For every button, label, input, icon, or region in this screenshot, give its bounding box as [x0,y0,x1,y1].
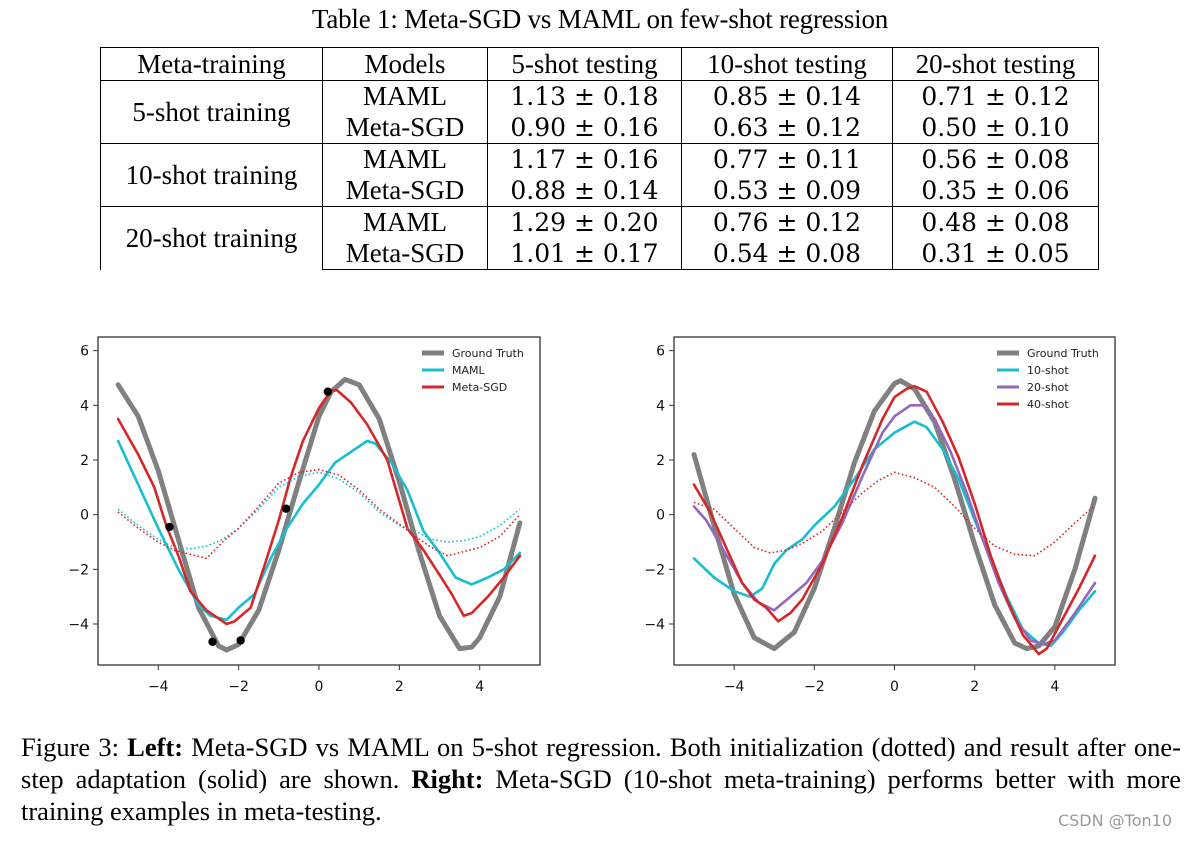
sample-point [236,636,245,645]
value-cell-best: 0.90 ± 0.16 [487,112,682,144]
value-cell-best: 1.01 ± 0.17 [487,238,682,270]
legend-label-ground-truth: Ground Truth [1027,347,1099,360]
value-cell-best: 0.35 ± 0.06 [892,175,1099,207]
value-cell-best: 0.88 ± 0.14 [487,175,682,207]
y-tick-label: −2 [68,562,89,578]
right-chart: −4 −2 0 2 4 6 −4 −2 0 2 4 Ground Truth 10-shot 20-sho… [644,336,1116,695]
model-cell: Meta-SGD [322,175,488,207]
group-label: 20-shot training [100,206,323,270]
x-tick-label: 2 [970,679,979,695]
left-chart: −4 −2 0 2 4 6 −4 −2 0 2 4 Ground Truth MAML Meta-SGD [68,336,541,695]
model-cell: Meta-SGD [322,238,488,270]
header-meta-training: Meta-training [100,47,323,81]
model-cell: MAML [322,80,488,112]
series-line-meta-sgd [116,388,522,626]
value-cell-best: 0.53 ± 0.09 [681,175,893,207]
x-tick-label: −4 [724,679,745,695]
right-label: Right: [411,764,484,794]
series-line-40-shot [692,384,1097,656]
figure-label: Figure 3: [21,732,128,762]
value-cell-best: 0.50 ± 0.10 [892,112,1099,144]
x-tick-label: 4 [1050,679,1059,695]
series-line-maml-init [117,471,521,550]
series-line-maml [116,439,522,622]
legend-label-ground-truth: Ground Truth [452,347,524,360]
value-cell: 0.77 ± 0.11 [681,143,893,175]
x-tick-label: −2 [804,679,825,695]
table-header-row: Meta-training Models 5-shot testing 10-s… [100,47,1099,81]
value-cell: 0.48 ± 0.08 [892,206,1099,238]
group-label: 10-shot training [100,143,323,207]
value-cell-best: 0.31 ± 0.05 [892,238,1099,270]
left-description: Meta-SGD vs MAML on 5-shot regression. B… [21,732,1181,794]
x-tick-label: −2 [228,679,249,695]
value-cell-best: 0.54 ± 0.08 [681,238,893,270]
x-tick-label: 4 [475,679,484,695]
y-tick-label: 6 [656,344,665,360]
table-row: 5-shot training MAML 1.13 ± 0.18 0.85 ± … [100,80,1099,144]
table-row: Meta-SGD 0.88 ± 0.14 0.53 ± 0.09 0.35 ± … [101,175,1099,207]
header-10-shot-testing: 10-shot testing [681,47,893,81]
value-cell-best: 0.63 ± 0.12 [681,112,893,144]
legend-label-40-shot: 40-shot [1027,398,1069,411]
x-tick-label: 0 [315,679,324,695]
table-row: Meta-SGD 0.90 ± 0.16 0.63 ± 0.12 0.50 ± … [101,112,1099,144]
table-row: 10-shot training MAML 1.17 ± 0.16 0.77 ±… [100,143,1099,207]
y-tick-label: 2 [656,453,665,469]
y-tick-label: 6 [80,344,89,360]
series-line-ground-truth [691,378,1098,652]
y-tick-label: −4 [68,617,89,633]
x-tick-label: −4 [148,679,169,695]
header-20-shot-testing: 20-shot testing [892,47,1099,81]
value-cell: 1.13 ± 0.18 [487,80,682,112]
y-tick-label: 0 [80,508,89,524]
header-models: Models [322,47,488,81]
sample-point [165,522,174,532]
y-tick-label: 4 [656,398,665,414]
series-line-10-shot [692,420,1097,648]
value-cell: 1.29 ± 0.20 [487,206,682,238]
value-cell: 0.76 ± 0.12 [681,206,893,238]
figure-caption: Figure 3: Left: Meta-SGD vs MAML on 5-sh… [21,731,1181,827]
x-tick-label: 2 [395,679,404,695]
y-tick-label: −2 [644,562,665,578]
y-tick-label: 4 [80,398,89,414]
model-cell: Meta-SGD [322,112,488,144]
results-table: Meta-training Models 5-shot testing 10-s… [100,47,1099,270]
value-cell: 0.85 ± 0.14 [681,80,893,112]
group-label: 5-shot training [100,80,323,144]
legend-label-10-shot: 10-shot [1027,364,1069,377]
value-cell: 0.56 ± 0.08 [892,143,1099,175]
value-cell: 0.71 ± 0.12 [892,80,1099,112]
series-line-20-shot [692,403,1097,646]
x-tick-label: 0 [890,679,899,695]
series-line-initialization [693,471,1096,557]
sample-point [323,387,333,396]
y-tick-label: 2 [80,453,89,469]
left-label: Left: [127,732,184,762]
table-caption: Table 1: Meta-SGD vs MAML on few-shot re… [311,4,889,34]
header-5-shot-testing: 5-shot testing [487,47,682,81]
table-row: Meta-SGD 1.01 ± 0.17 0.54 ± 0.08 0.31 ± … [101,238,1099,270]
watermark: CSDN @Ton10 [1057,811,1172,830]
right-description: Meta-SGD (10-shot meta-training) perform… [21,764,1182,826]
y-tick-label: −4 [644,617,665,633]
model-cell: MAML [322,206,488,238]
table-row: 20-shot training MAML 1.29 ± 0.20 0.76 ±… [100,206,1099,270]
series-line-meta-sgd-init [117,468,521,560]
y-tick-label: 0 [656,508,665,524]
sample-point [281,504,291,513]
legend-label-20-shot: 20-shot [1027,381,1069,394]
sample-point [208,637,217,646]
model-cell: MAML [322,143,488,175]
value-cell: 1.17 ± 0.16 [487,143,682,175]
legend-label-maml: MAML [452,364,486,377]
legend-label-meta-sgd: Meta-SGD [452,381,507,394]
